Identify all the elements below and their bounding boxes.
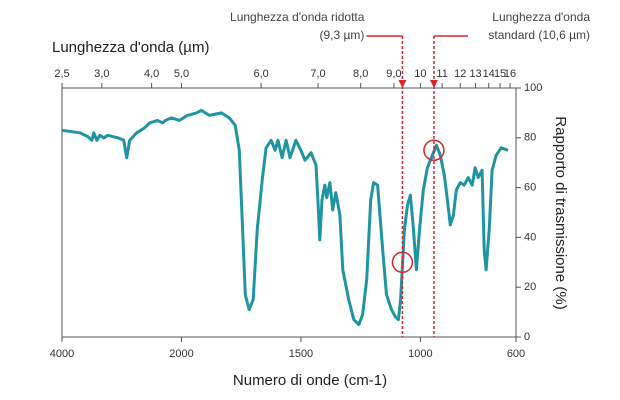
annotation-circle	[423, 139, 445, 161]
y-tick-label: 40	[524, 231, 536, 243]
top-tick-label: 8,0	[353, 68, 368, 80]
top-tick-label: 12	[454, 68, 466, 80]
y-tick-label: 0	[524, 331, 530, 343]
annotation-text: Lunghezza d'onda ridotta	[230, 10, 365, 24]
y-axis-title: Rapporto di trasmissione (%)	[552, 116, 569, 309]
plot-frame	[61, 87, 517, 338]
annotation-circle	[391, 251, 414, 274]
top-tick-label: 3,0	[94, 68, 109, 80]
top-tick-label: 13	[469, 68, 481, 80]
top-tick-label: 5,0	[174, 68, 189, 80]
x-tick-label: 4000	[50, 348, 74, 360]
y-tick-label: 60	[524, 182, 536, 194]
x-tick-label: 1000	[408, 348, 432, 360]
top-tick-label: 16	[504, 68, 516, 80]
top-tick-label: 2,5	[54, 68, 69, 80]
x-tick-label: 600	[507, 348, 525, 360]
top-tick-label: 14	[483, 68, 495, 80]
x-tick-label: 1500	[289, 348, 313, 360]
x-tick-label: 2000	[169, 348, 193, 360]
top-tick-label: 10	[414, 68, 426, 80]
top-tick-label: 4,0	[144, 68, 159, 80]
top-tick-label: 6,0	[253, 68, 268, 80]
y-tick-label: 80	[524, 132, 536, 144]
top-axis-title: Lunghezza d'onda (µm)	[52, 39, 209, 56]
annotation-text: standard (10,6 µm)	[488, 28, 590, 42]
top-tick-label: 9,0	[386, 68, 401, 80]
x-axis-title: Numero di onde (cm-1)	[233, 372, 387, 389]
top-tick-label: 11	[436, 68, 447, 80]
top-tick-label: 15	[494, 68, 506, 80]
annotation-text: Lunghezza d'onda	[492, 10, 590, 24]
annotation-arrow	[429, 80, 438, 88]
spectrum-line	[61, 108, 509, 327]
y-tick-label: 100	[524, 82, 542, 94]
top-tick-label: 7,0	[310, 68, 325, 80]
annotation-arrow	[398, 80, 407, 88]
annotation-text: (9,3 µm)	[320, 28, 365, 42]
y-tick-label: 20	[524, 281, 536, 293]
